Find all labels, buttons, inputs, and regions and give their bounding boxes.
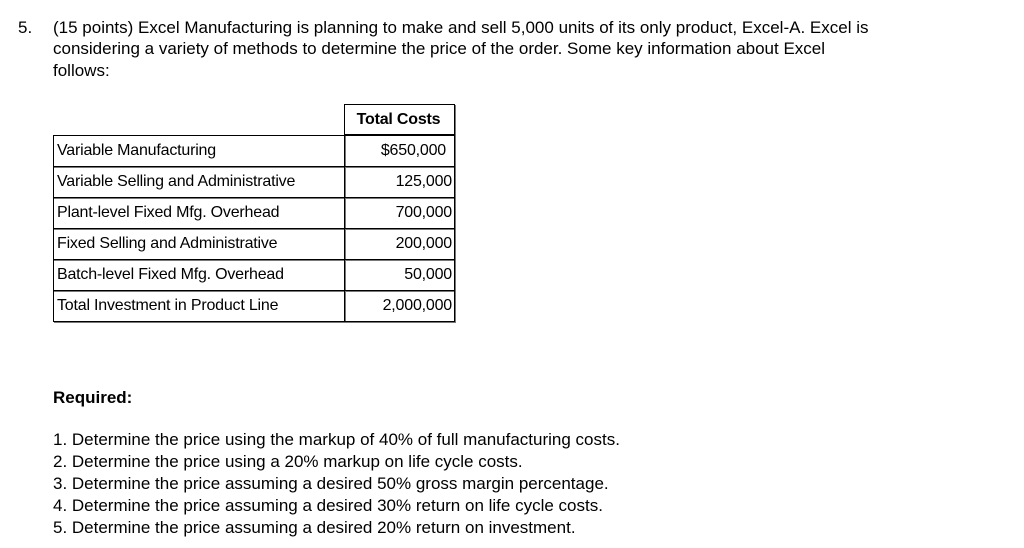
row-value: 200,000 [344, 228, 455, 260]
required-item: 3. Determine the price assuming a desire… [53, 474, 609, 493]
question-line: (15 points) Excel Manufacturing is plann… [53, 18, 869, 37]
row-value: $650,000 [344, 135, 455, 167]
row-value: 50,000 [344, 259, 455, 291]
row-label: Fixed Selling and Administrative [53, 228, 345, 260]
required-item: 4. Determine the price assuming a desire… [53, 496, 603, 515]
row-label: Plant-level Fixed Mfg. Overhead [53, 197, 345, 229]
row-label: Variable Selling and Administrative [53, 166, 345, 198]
required-item: 5. Determine the price assuming a desire… [53, 518, 576, 537]
table-header: Total Costs [344, 104, 455, 135]
question-line: considering a variety of methods to dete… [53, 39, 826, 58]
row-value: 2,000,000 [344, 290, 455, 322]
required-item: 2. Determine the price using a 20% marku… [53, 452, 523, 471]
row-label: Batch-level Fixed Mfg. Overhead [53, 259, 345, 291]
required-item: 1. Determine the price using the markup … [53, 430, 620, 449]
row-label: Total Investment in Product Line [53, 290, 345, 322]
question-number: 5. [18, 18, 33, 37]
question-line: follows: [53, 61, 110, 80]
row-label: Variable Manufacturing [53, 135, 345, 167]
required-label: Required: [53, 388, 133, 407]
row-value: 700,000 [344, 197, 455, 229]
row-value: 125,000 [344, 166, 455, 198]
